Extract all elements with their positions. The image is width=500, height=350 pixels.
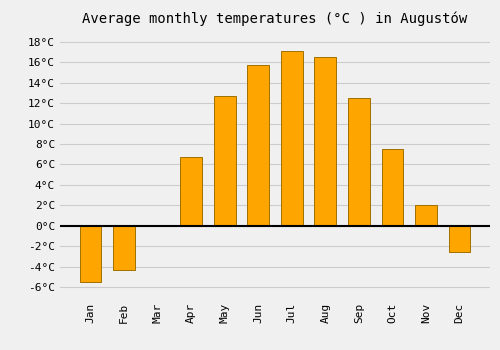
Bar [281, 51, 302, 226]
Bar [415, 205, 437, 226]
Bar [382, 149, 404, 226]
Bar [113, 226, 135, 270]
Bar [348, 98, 370, 226]
Bar [180, 158, 202, 226]
Bar [80, 226, 102, 282]
Bar [448, 226, 470, 252]
Bar [248, 65, 269, 226]
Bar [214, 96, 236, 226]
Bar [314, 57, 336, 226]
Title: Average monthly temperatures (°C ) in Augustów: Average monthly temperatures (°C ) in Au… [82, 12, 468, 26]
Bar [146, 225, 169, 226]
